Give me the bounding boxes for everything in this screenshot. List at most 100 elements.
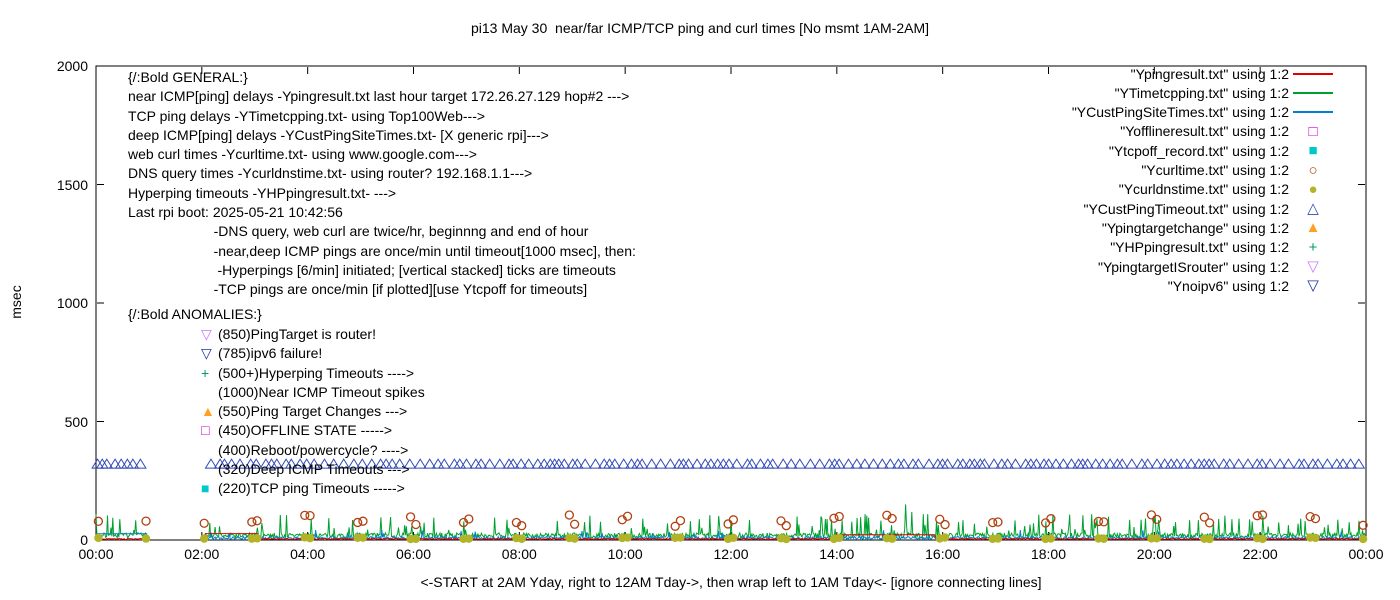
anomaly-text: (1000)Near ICMP Timeout spikes [218,383,425,400]
legend-label: "YTimetcpping.txt" using 1:2 [1114,84,1289,101]
triangle-open-icon: △ [1307,200,1319,218]
x-tick-label: 08:00 [501,546,537,562]
legend-label: "YHPpingresult.txt" using 1:2 [1110,239,1289,256]
anomaly-text: (850)PingTarget is router! [218,326,376,342]
x-tick-label: 16:00 [925,546,961,562]
x-tick-label: 06:00 [395,546,432,562]
triangle-down-open-icon: ▽ [201,345,212,362]
general-note-line: -Hyperpings [6/min] initiated; [vertical… [128,261,616,278]
square-open-icon: □ [201,422,210,439]
anomaly-item: ■ (220)TCP ping Timeouts -----> [201,479,425,498]
anomaly-item: □ (450)OFFLINE STATE -----> [201,421,425,440]
x-tick-label: 20:00 [1136,546,1172,562]
legend-label: "Ypingtargetchange" using 1:2 [1101,219,1289,236]
legend-label: "Yofflineresult.txt" using 1:2 [1120,123,1289,140]
series-Ycurltime.txt [93,510,1368,531]
anomaly-item: ▽ (785)ipv6 failure! [201,344,425,363]
general-note-line: Hyperping timeouts -YHPpingresult.txt- -… [128,184,397,201]
anomaly-text: (550)Ping Target Changes ---> [218,403,408,420]
square-open-icon: □ [1308,122,1318,140]
general-note-line: Last rpi boot: 2025-05-21 10:42:56 [128,204,343,221]
legend-row: "YpingtargetISrouter" using 1:2 ▽ [1098,257,1337,276]
x-tick-label: 12:00 [713,546,749,562]
anomalies-heading: {/:Bold ANOMALIES:} [128,306,262,322]
legend-row: "YCustPingSiteTimes.txt" using 1:2 [1072,103,1337,122]
legend-row: "Ycurltime.txt" using 1:2 ○ [1141,161,1337,180]
general-note-line: -DNS query, web curl are twice/hr, begin… [128,223,589,240]
anomaly-text: (220)TCP ping Timeouts -----> [218,480,405,497]
x-tick-label: 22:00 [1242,546,1278,562]
legend-row: "YCustPingTimeout.txt" using 1:2 △ [1083,199,1337,218]
y-tick-label: 2000 [56,58,88,74]
x-tick-label: 00:00 [78,546,114,562]
x-tick-label: 10:00 [607,546,643,562]
general-notes: {/:Bold GENERAL:} near ICMP[ping] delays … [128,68,636,300]
y-tick-label: 0 [80,532,88,548]
plus-icon: + [1308,238,1318,256]
legend-row: "YHPpingresult.txt" using 1:2 + [1110,238,1337,257]
legend-row: "Yofflineresult.txt" using 1:2 □ [1120,122,1337,141]
y-tick-label: 1500 [56,176,88,193]
anomaly-item: + (500+)Hyperping Timeouts ----> [201,364,425,383]
legend-row: "Ycurldnstime.txt" using 1:2 ● [1119,180,1337,199]
x-tick-label: 18:00 [1030,546,1067,562]
anomalies-list: ▽ (850)PingTarget is router! ▽ (785)ipv6 fa… [201,325,425,499]
triangle-filled-icon: ▲ [201,403,215,420]
square-filled-icon: ■ [201,480,210,497]
anomaly-text: (320)Deep ICMP Timeouts ---> [218,461,410,478]
anomaly-item: (1000)Near ICMP Timeout spikes [218,383,425,402]
triangle-down-open-icon: ▽ [1307,258,1319,275]
x-tick-label: 04:00 [290,546,326,562]
x-tick-label: 00:00 [1348,546,1384,562]
general-note-line: {/:Bold GENERAL:} [128,69,248,85]
legend-row: "YTimetcpping.txt" using 1:2 [1115,83,1337,102]
anomaly-text: (450)OFFLINE STATE -----> [218,422,393,439]
line-swatch [1289,111,1337,114]
triangle-filled-icon: ▲ [1305,219,1321,237]
legend-label: "Ytcpoff_record.txt" using 1:2 [1108,142,1289,159]
series-Ycurldnstime.txt [94,533,1368,544]
triangle-down-open-icon: ▽ [201,326,212,342]
legend-label: "Ypingresult.txt" using 1:2 [1130,65,1289,82]
anomaly-text: (785)ipv6 failure! [218,345,323,362]
x-tick-label: 02:00 [184,546,220,562]
general-note-line: deep ICMP[ping] delays -YCustPingSiteTim… [128,126,549,143]
legend-label: "YCustPingTimeout.txt" using 1:2 [1083,200,1289,217]
general-note-line: -TCP pings are once/min [if plotted][use… [128,281,588,298]
legend-label: "YpingtargetISrouter" using 1:2 [1097,258,1289,275]
legend-label: "Ycurldnstime.txt" using 1:2 [1118,181,1289,198]
x-axis-label: <-START at 2AM Yday, right to 12AM Tday-… [420,574,1042,590]
general-note-line: near ICMP[ping] delays -Ypingresult.txt … [128,88,630,105]
legend-row: "Ypingresult.txt" using 1:2 [1131,64,1337,83]
legend-label: "YCustPingSiteTimes.txt" using 1:2 [1071,104,1289,121]
x-tick-label: 14:00 [819,546,855,562]
anomaly-item: (320)Deep ICMP Timeouts ---> [218,460,425,479]
anomaly-text: (400)Reboot/powercycle? ----> [218,441,409,458]
y-tick-label: 1000 [56,295,88,311]
square-filled-icon: ■ [1308,142,1318,160]
general-note-line: DNS query times -Ycurldnstime.txt- using… [128,165,533,182]
legend-row: "Ytcpoff_record.txt" using 1:2 ■ [1109,141,1337,160]
anomaly-item: ▽ (850)PingTarget is router! [201,325,425,344]
y-tick-label: 500 [64,413,88,430]
anomaly-text: (500+)Hyperping Timeouts ----> [218,364,415,381]
general-note-line: -near,deep ICMP pings are once/min until… [128,242,636,259]
legend-label: "Ynoipv6" using 1:2 [1167,277,1289,294]
triangle-down-open-icon: ▽ [1307,277,1319,295]
legend-row: "Ynoipv6" using 1:2 ▽ [1168,276,1337,295]
anomaly-item: (400)Reboot/powercycle? ----> [218,441,425,460]
line-swatch [1289,91,1337,94]
chart-title: pi13 May 30 near/far ICMP/TCP ping and c… [470,20,929,36]
series-YCustPingTimeout.txt [91,458,1366,469]
circle-open-icon: ○ [1308,161,1318,179]
general-note-line: web curl times -Ycurltime.txt- using www… [128,146,477,163]
general-note-line: TCP ping delays -YTimetcpping.txt- using… [128,107,486,124]
anomaly-item: ▲ (550)Ping Target Changes ---> [201,402,425,421]
plus-icon: + [201,364,210,381]
legend-label: "Ycurltime.txt" using 1:2 [1141,162,1289,178]
line-swatch [1289,72,1337,75]
legend-row: "Ypingtargetchange" using 1:2 ▲ [1102,218,1337,237]
circle-filled-icon: ● [1308,180,1318,198]
